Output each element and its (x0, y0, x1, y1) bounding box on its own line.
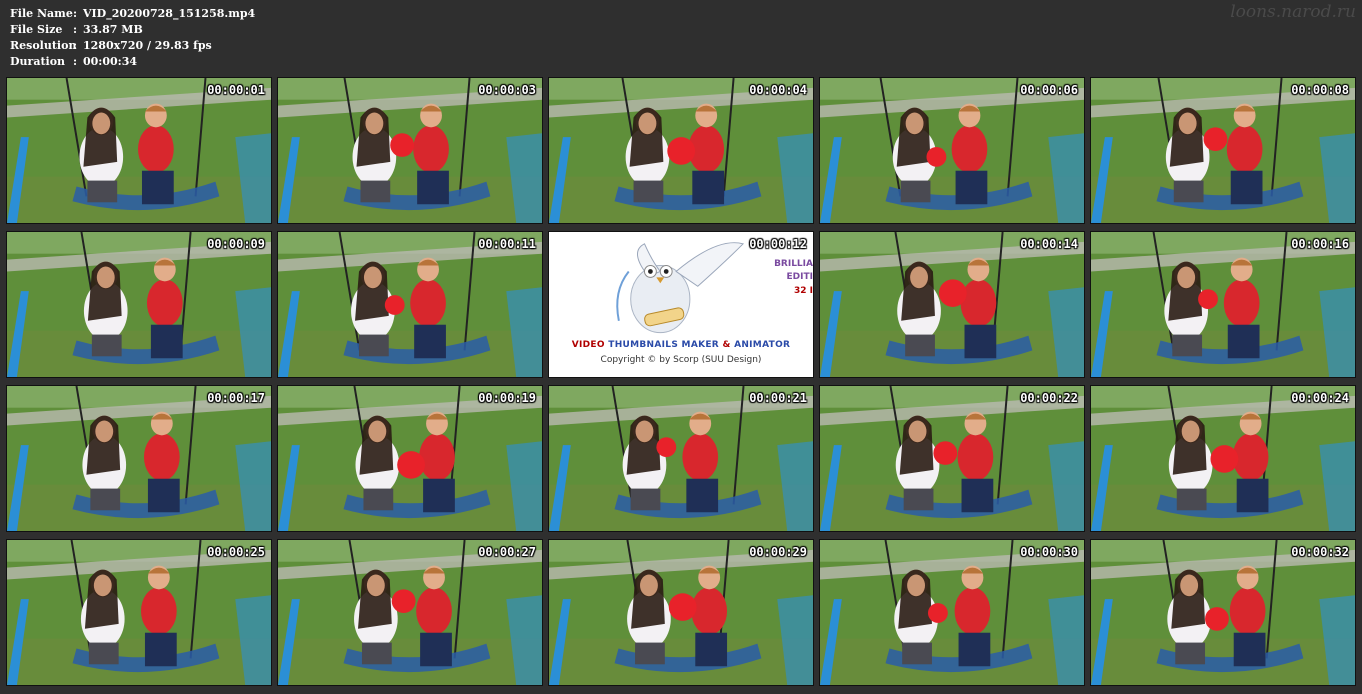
thumbnail: 00:00:01 (6, 77, 272, 224)
logo-title-part: THUMBNAILS MAKER (608, 340, 720, 350)
resolution-row: Resolution: 1280x720 / 29.83 fps (10, 38, 212, 54)
resolution-value: 1280x720 / 29.83 fps (83, 39, 212, 52)
file-size-label: File Size (10, 23, 63, 36)
file-name-label: File Name (10, 7, 73, 20)
timestamp: 00:00:22 (1020, 391, 1078, 405)
duration-value: 00:00:34 (83, 55, 138, 68)
thumbnail: 00:00:09 (6, 231, 272, 378)
video-frame-image (278, 78, 542, 223)
video-frame-image (1091, 78, 1355, 223)
video-frame-image (820, 386, 1084, 531)
logo-title-part: & (722, 340, 731, 350)
thumbnail: 00:00:14 (819, 231, 1085, 378)
video-frame-image (7, 540, 271, 685)
file-name-value: VID_20200728_151258.mp4 (83, 7, 256, 20)
resolution-label: Resolution (10, 39, 77, 52)
duration-row: Duration:00:00:34 (10, 54, 137, 70)
video-frame-image (820, 78, 1084, 223)
timestamp: 00:00:27 (478, 545, 536, 559)
thumbnail: 00:00:29 (548, 539, 814, 686)
colon: : (73, 39, 78, 52)
thumbnail: 00:00:25 (6, 539, 272, 686)
info-header: File Name: VID_20200728_151258.mp4 File S… (0, 0, 1362, 76)
file-name-row: File Name: VID_20200728_151258.mp4 (10, 6, 255, 22)
timestamp: 00:00:08 (1291, 83, 1349, 97)
thumbnail: 00:00:24 (1090, 385, 1356, 532)
logo-title-part: VIDEO (571, 340, 605, 350)
timestamp: 00:00:11 (478, 237, 536, 251)
colon: : (73, 23, 78, 36)
thumbnail: 00:00:04 (548, 77, 814, 224)
file-size-row: File Size:33.87 MB (10, 22, 143, 38)
timestamp: 00:00:09 (207, 237, 265, 251)
thumbnail: 00:00:22 (819, 385, 1085, 532)
video-frame-image (278, 232, 542, 377)
thumbnail: 00:00:08 (1090, 77, 1356, 224)
thumbnail: 00:00:03 (277, 77, 543, 224)
timestamp: 00:00:29 (749, 545, 807, 559)
timestamp: 00:00:01 (207, 83, 265, 97)
file-size-value: 33.87 MB (83, 23, 143, 36)
logo-side-text: EDITI (786, 272, 813, 282)
watermark: loons.narod.ru (1230, 2, 1356, 22)
video-frame-image (549, 386, 813, 531)
thumbnail: 00:00:30 (819, 539, 1085, 686)
logo-copyright: Copyright © by Scorp (SUU Design) (600, 355, 762, 365)
video-frame-image (278, 386, 542, 531)
thumbnail: 00:00:21 (548, 385, 814, 532)
thumbnail: 00:00:06 (819, 77, 1085, 224)
video-frame-image (820, 232, 1084, 377)
timestamp: 00:00:32 (1291, 545, 1349, 559)
timestamp: 00:00:17 (207, 391, 265, 405)
timestamp: 00:00:25 (207, 545, 265, 559)
thumbnail-grid: 00:00:01 00:00:03 00:00:04 00:00:06 00:00:08… (6, 77, 1358, 689)
video-frame-image (1091, 386, 1355, 531)
colon: : (73, 55, 78, 68)
thumbnail-logo-card: VIDEO THUMBNAILS MAKER & ANIMATOR Copyrig… (548, 231, 814, 378)
thumbnail: 00:00:27 (277, 539, 543, 686)
timestamp: 00:00:14 (1020, 237, 1078, 251)
timestamp: 00:00:19 (478, 391, 536, 405)
timestamp: 00:00:04 (749, 83, 807, 97)
thumbnail: 00:00:32 (1090, 539, 1356, 686)
timestamp: 00:00:06 (1020, 83, 1078, 97)
video-frame-image (549, 78, 813, 223)
video-frame-image (7, 232, 271, 377)
logo-side-text: 32 I (793, 286, 813, 296)
video-frame-image (820, 540, 1084, 685)
logo-title-part: ANIMATOR (734, 340, 791, 350)
timestamp: 00:00:21 (749, 391, 807, 405)
thumbnail: 00:00:16 (1090, 231, 1356, 378)
logo-title: VIDEO THUMBNAILS MAKER & ANIMATOR (549, 340, 813, 350)
video-frame-image (7, 78, 271, 223)
owl-logo-icon (616, 242, 745, 334)
timestamp: 00:00:03 (478, 83, 536, 97)
timestamp: 00:00:30 (1020, 545, 1078, 559)
timestamp: 00:00:12 (749, 237, 807, 251)
video-frame-image (7, 386, 271, 531)
video-frame-image (549, 540, 813, 685)
colon: : (73, 7, 78, 20)
video-frame-image (278, 540, 542, 685)
video-frame-image (1091, 540, 1355, 685)
timestamp: 00:00:16 (1291, 237, 1349, 251)
thumbnail: 00:00:11 (277, 231, 543, 378)
video-frame-image (1091, 232, 1355, 377)
duration-label: Duration (10, 55, 66, 68)
timestamp: 00:00:24 (1291, 391, 1349, 405)
logo-side-text: BRILLIA (774, 259, 813, 269)
thumbnail: 00:00:17 (6, 385, 272, 532)
thumbnail: 00:00:19 (277, 385, 543, 532)
